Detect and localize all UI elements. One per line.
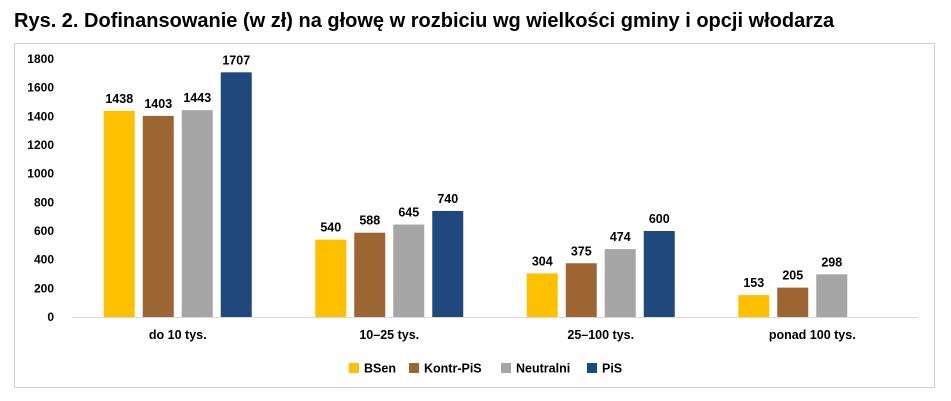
x-category-label: do 10 tys.	[149, 328, 207, 342]
data-label: 205	[782, 269, 803, 283]
y-tick-label: 1600	[27, 81, 54, 95]
legend-item-bsen: BSen	[349, 362, 396, 376]
bars	[103, 72, 848, 318]
legend-item-neutralni: Neutralni	[501, 362, 570, 376]
legend-label: PiS	[602, 362, 622, 376]
data-label: 474	[610, 230, 631, 244]
legend-label: Neutralni	[516, 362, 570, 376]
data-labels: 1438 1403 1443 1707 540 588 645 740 304 375 474 600…	[105, 53, 842, 290]
bar-neutralni-0	[181, 110, 213, 317]
bar-kontr-pis-3	[777, 287, 809, 317]
y-tick-label: 1400	[27, 109, 54, 123]
bar-pis-1	[432, 210, 464, 317]
data-label: 1438	[105, 92, 133, 106]
y-tick-label: 1200	[27, 138, 54, 152]
bar-kontr-pis-1	[354, 232, 386, 317]
legend-swatch	[501, 363, 511, 373]
bar-bsen-1	[315, 239, 347, 317]
legend-item-pis: PiS	[587, 362, 622, 376]
bar-bsen-3	[738, 295, 770, 317]
y-tick-label: 400	[34, 253, 54, 267]
bar-kontr-pis-0	[142, 115, 174, 317]
data-label: 1443	[183, 91, 211, 105]
data-label: 645	[398, 206, 419, 220]
data-label: 740	[437, 192, 458, 206]
y-tick-label: 600	[34, 224, 54, 238]
legend-label: Kontr-PiS	[424, 362, 482, 376]
bar-pis-0	[220, 72, 252, 317]
y-tick-label: 1800	[27, 52, 54, 66]
chart-title: Rys. 2. Dofinansowanie (w zł) na głowę w…	[14, 10, 835, 32]
legend-swatch	[587, 363, 597, 373]
data-label: 600	[649, 212, 670, 226]
bar-kontr-pis-2	[565, 263, 597, 317]
bar-neutralni-1	[393, 224, 425, 317]
x-axis: do 10 tys. 10–25 tys. 25–100 tys. ponad 100…	[72, 317, 918, 342]
x-category-label: 10–25 tys.	[359, 328, 419, 342]
y-axis: 0 200 400 600 800 1000 1200 1400 1600 1800	[27, 52, 54, 324]
bar-pis-2	[643, 231, 675, 317]
y-tick-label: 1000	[27, 167, 54, 181]
y-tick-label: 0	[47, 310, 54, 324]
data-label: 304	[532, 254, 553, 268]
y-tick-label: 800	[34, 195, 54, 209]
data-label: 1707	[222, 53, 250, 67]
data-label: 1403	[144, 97, 172, 111]
legend-label: BSen	[364, 362, 396, 376]
data-label: 153	[743, 276, 764, 290]
legend-swatch	[349, 363, 359, 373]
bar-neutralni-3	[816, 274, 848, 317]
x-category-label: 25–100 tys.	[567, 328, 634, 342]
bar-bsen-0	[103, 110, 135, 318]
x-category-label: ponad 100 tys.	[769, 328, 856, 342]
data-label: 540	[320, 221, 341, 235]
data-label: 588	[359, 214, 380, 228]
data-label: 375	[571, 244, 592, 258]
legend: BSen Kontr-PiS Neutralni PiS	[349, 362, 622, 376]
y-tick-label: 200	[34, 281, 54, 295]
legend-item-kontr-pis: Kontr-PiS	[409, 362, 482, 376]
bar-bsen-2	[526, 273, 558, 317]
legend-swatch	[409, 363, 419, 373]
bar-neutralni-2	[604, 249, 636, 317]
data-label: 298	[821, 255, 842, 269]
